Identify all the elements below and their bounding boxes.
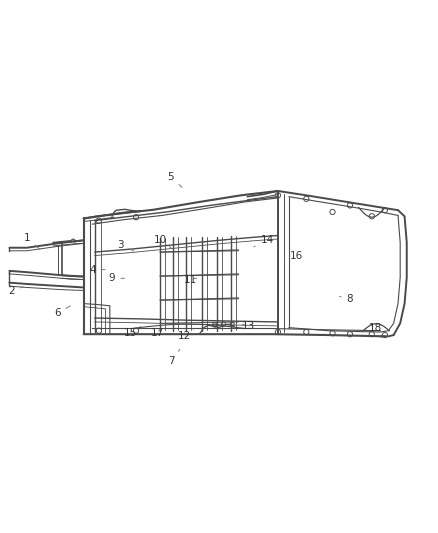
Text: 14: 14 — [254, 235, 274, 247]
Text: 18: 18 — [369, 322, 382, 333]
Text: 6: 6 — [54, 306, 71, 318]
Text: 1: 1 — [24, 233, 40, 249]
Text: 8: 8 — [339, 294, 353, 304]
Text: 11: 11 — [184, 274, 197, 285]
Text: 17: 17 — [150, 328, 164, 338]
Text: 9: 9 — [109, 273, 124, 283]
Text: 16: 16 — [285, 252, 304, 262]
Text: 5: 5 — [168, 172, 182, 187]
Text: 3: 3 — [117, 240, 134, 251]
Text: 13: 13 — [242, 321, 255, 332]
Text: 7: 7 — [168, 350, 180, 366]
Text: 10: 10 — [153, 235, 171, 248]
Text: 2: 2 — [8, 286, 23, 295]
Text: 12: 12 — [177, 329, 194, 341]
Text: 4: 4 — [89, 264, 105, 274]
Text: 15: 15 — [124, 326, 141, 338]
